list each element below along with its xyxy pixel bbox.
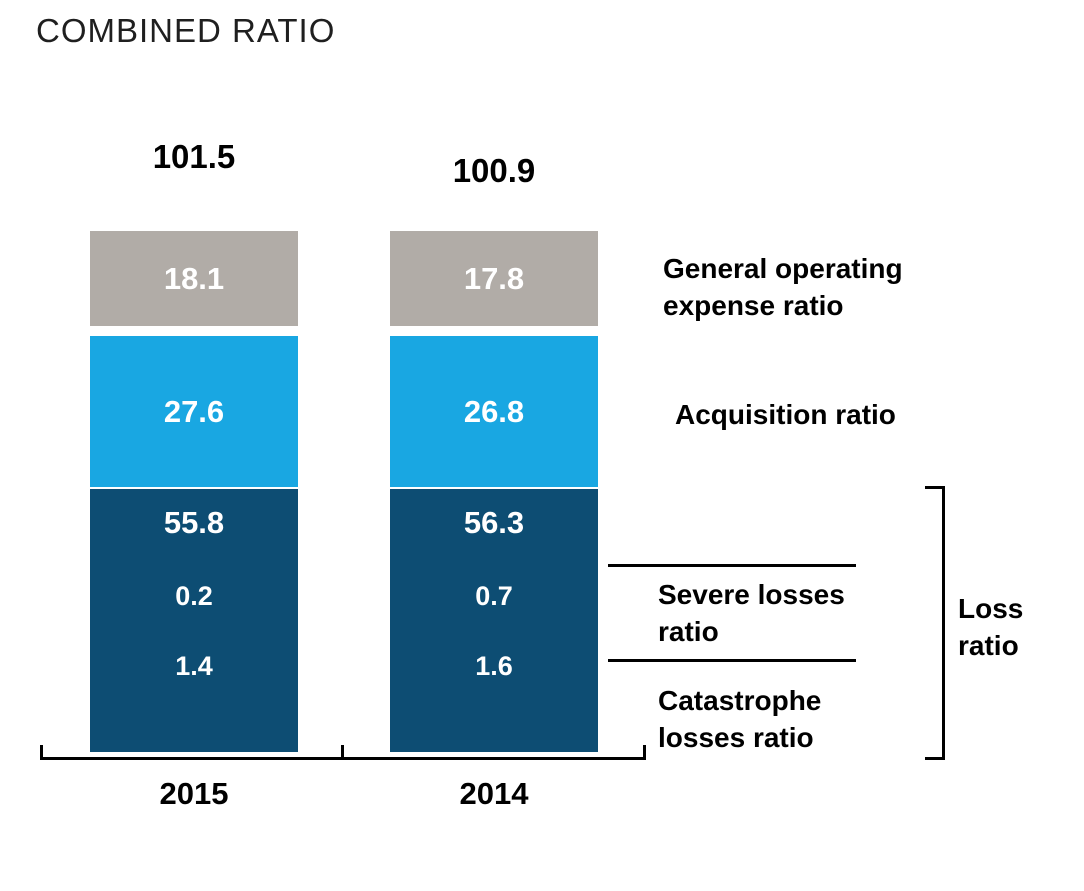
x-axis-tick-middle <box>341 745 344 758</box>
x-axis-tick-left <box>40 745 43 758</box>
x-axis-category-2015: 2015 <box>159 776 229 811</box>
label-catastrophe-losses-ratio: Catastrophe losses ratio <box>658 685 822 754</box>
value-severe-2015: 0.2 <box>175 581 213 611</box>
value-loss-2014: 56.3 <box>463 505 525 540</box>
x-axis-category-2014: 2014 <box>459 776 529 811</box>
label-acquisition-ratio: Acquisition ratio <box>675 399 896 430</box>
x-axis-line <box>40 757 646 760</box>
segment-acquisition-2014: 26.8 <box>390 336 598 487</box>
catastrophe-losses-callout-line <box>608 659 856 662</box>
value-catastrophe-2015: 1.4 <box>175 651 213 681</box>
segment-loss-2015: 55.8 0.2 1.4 <box>90 489 298 752</box>
chart-title: COMBINED RATIO <box>36 12 336 49</box>
value-acquisition-2014: 26.8 <box>463 393 525 429</box>
value-general-operating-2015: 18.1 <box>163 260 225 296</box>
value-severe-2014: 0.7 <box>475 581 513 611</box>
value-catastrophe-2014: 1.6 <box>475 651 513 681</box>
value-general-operating-2014: 17.8 <box>463 260 525 296</box>
total-label-2014: 100.9 <box>452 152 536 189</box>
x-axis-tick-right <box>643 745 646 758</box>
value-loss-2015: 55.8 <box>163 505 225 540</box>
loss-ratio-bracket <box>925 486 945 760</box>
label-loss-ratio: Loss ratio <box>958 593 1024 662</box>
segment-general-operating-2014: 17.8 <box>390 231 598 326</box>
severe-losses-callout-line <box>608 564 856 567</box>
segment-acquisition-2015: 27.6 <box>90 336 298 487</box>
value-acquisition-2015: 27.6 <box>163 393 225 429</box>
total-label-2015: 101.5 <box>152 138 236 175</box>
label-severe-losses-ratio: Severe losses ratio <box>658 579 845 648</box>
label-general-operating-expense-ratio: General operating expense ratio <box>663 253 903 322</box>
segment-general-operating-2015: 18.1 <box>90 231 298 326</box>
segment-loss-2014: 56.3 0.7 1.6 <box>390 489 598 752</box>
